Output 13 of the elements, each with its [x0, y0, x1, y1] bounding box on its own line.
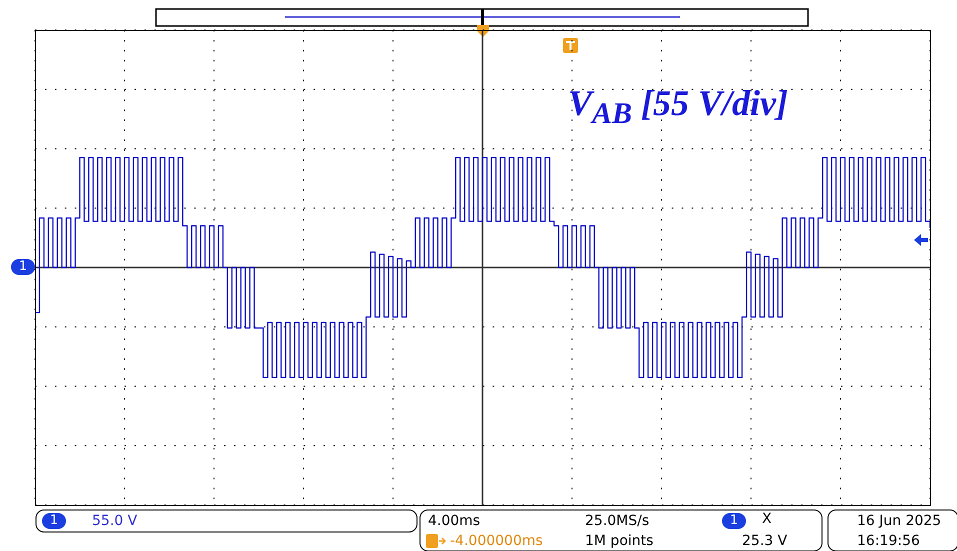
text: 25.0MS/s [585, 513, 650, 529]
text: X [762, 511, 772, 527]
text: 16 Jun 2025 [857, 513, 942, 529]
text: 4.00ms [428, 513, 480, 529]
text: V$_{AB}$ [55 V/div] [568, 82, 788, 132]
text: 1 [42, 513, 66, 529]
text: 16:19:56 [857, 533, 920, 549]
text: -4.000000ms [450, 533, 543, 549]
text: 1M points [585, 533, 654, 549]
text: 25.3 V [742, 533, 788, 549]
text: 1 [11, 259, 35, 275]
text: 55.0 V [92, 513, 138, 529]
text: 1 [722, 513, 746, 529]
